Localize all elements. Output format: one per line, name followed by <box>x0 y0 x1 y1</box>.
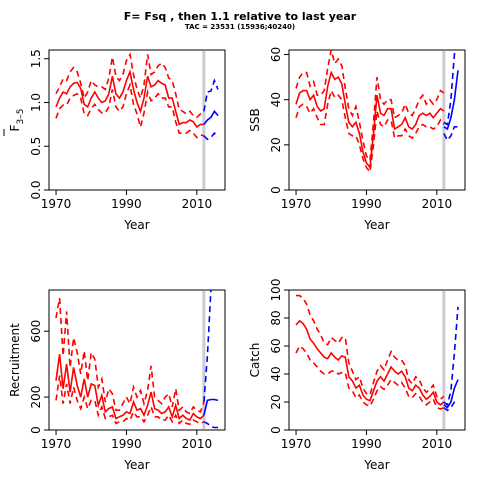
ssb-y-tick-label: 40 <box>269 92 283 107</box>
f-forecast-lower-line <box>203 131 219 141</box>
f-y-tick-label: 1.5 <box>29 49 43 68</box>
recruitment-historic-upper-line <box>55 298 205 415</box>
ssb-y-tick-label: 60 <box>269 47 283 62</box>
f-plot-frame <box>48 49 226 191</box>
catch-forecast-upper-line <box>443 306 459 407</box>
f-y-tick-label: 0.0 <box>29 180 43 199</box>
ssb-historic-lower-line <box>295 88 445 174</box>
f-forecast-upper-line <box>203 78 219 112</box>
catch-y-tick-label: 0 <box>269 426 283 434</box>
f-x-tick-label: 1970 <box>41 197 72 211</box>
ssb-forecast-upper-line <box>443 50 456 126</box>
y-axis-label-subscript: 3–5 <box>16 109 26 125</box>
f-y-tick-label: 0.5 <box>29 137 43 156</box>
recruitment-forecast-upper-line <box>203 290 212 403</box>
ssb-historic-upper-line <box>295 50 445 163</box>
f-historic-upper-line <box>55 52 205 119</box>
recruitment-plot-frame <box>48 289 226 431</box>
catch-y-tick-label: 100 <box>269 279 283 302</box>
catch-historic-median-line <box>295 319 445 406</box>
ssb-plot-frame <box>288 49 466 191</box>
catch-x-tick-label: 1990 <box>351 437 382 451</box>
recruitment-forecast-lower-line <box>203 421 218 429</box>
catch-y-tick-label: 20 <box>269 394 283 409</box>
recruitment-x-tick-label: 1970 <box>41 437 72 451</box>
recruitment-historic-lower-line <box>55 375 205 426</box>
figure-title: F= Fsq , then 1.1 relative to last year <box>123 10 357 23</box>
f-x-tick-label: 1990 <box>111 197 142 211</box>
recruitment-y-tick-label: 0 <box>29 426 43 434</box>
catch-forecast-median-line <box>443 379 459 409</box>
recruitment-forecast-median-line <box>203 398 219 416</box>
recruitment-y-tick-label: 600 <box>29 320 43 343</box>
figure-subtitle: TAC = 23531 (15936;40240) <box>184 23 296 31</box>
recruitment-y-axis-label: Recruitment <box>8 323 22 397</box>
catch-y-tick-label: 60 <box>269 338 283 353</box>
catch-x-tick-label: 2010 <box>422 437 453 451</box>
catch-historic-lower-line <box>295 344 445 410</box>
catch-forecast-lower-line <box>443 398 459 412</box>
ssb-x-axis-label: Year <box>363 218 389 232</box>
f-y-axis-label: F3–5 <box>8 109 26 132</box>
catch-x-axis-label: Year <box>363 458 389 472</box>
ssb-x-tick-label: 1970 <box>281 197 312 211</box>
catch-historic-upper-line <box>296 294 445 401</box>
catch-plot-frame <box>288 289 466 431</box>
ssb-forecast-lower-line <box>443 126 458 142</box>
f-historic-lower-line <box>55 82 205 139</box>
f-x-axis-label: Year <box>123 218 149 232</box>
catch-y-tick-label: 80 <box>269 310 283 325</box>
f-historic-median-line <box>55 69 204 129</box>
recruitment-x-axis-label: Year <box>123 458 149 472</box>
ssb-forecast-median-line <box>443 70 459 131</box>
ssb-y-tick-label: 0 <box>269 186 283 194</box>
f-x-tick-label: 2010 <box>182 197 213 211</box>
ssb-x-tick-label: 1990 <box>351 197 382 211</box>
ssb-y-tick-label: 20 <box>269 137 283 152</box>
f-y-tick-label: 1.0 <box>29 93 43 112</box>
recruitment-historic-median-line <box>55 354 205 422</box>
ssb-y-axis-label: SSB <box>248 108 262 131</box>
recruitment-x-tick-label: 2010 <box>182 437 213 451</box>
recruitment-y-tick-label: 200 <box>29 386 43 409</box>
y-axis-label-main: F <box>8 124 22 131</box>
catch-y-axis-label: Catch <box>248 343 262 378</box>
recruitment-x-tick-label: 1990 <box>111 437 142 451</box>
f-forecast-median-line <box>203 109 219 125</box>
catch-y-tick-label: 40 <box>269 366 283 381</box>
catch-x-tick-label: 1970 <box>281 437 312 451</box>
ssb-x-tick-label: 2010 <box>422 197 453 211</box>
